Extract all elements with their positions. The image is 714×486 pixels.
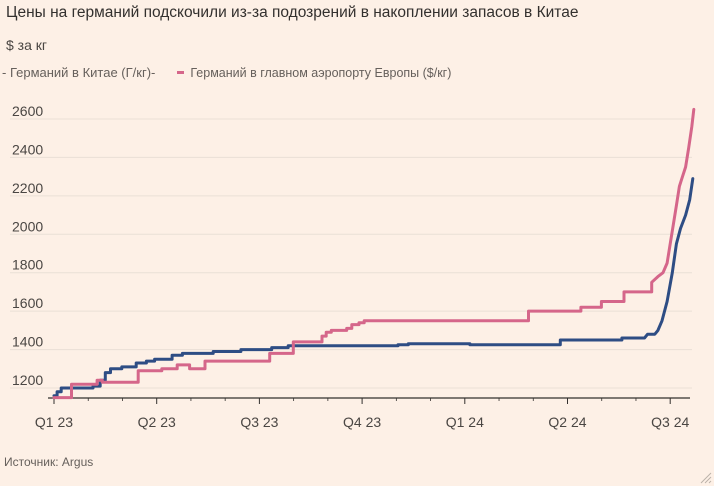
x-tick-label-3: Q4 23 [343,414,381,430]
x-tick-label-0: Q1 23 [35,414,73,430]
resize-handle-icon[interactable] [698,470,712,484]
y-tick-label-2000: 2000 [12,218,43,234]
series-line-europe [52,107,696,400]
legend-item-europe: Германий в главном аэропорту Европы ($/к… [177,66,451,80]
legend-swatch-europe [177,71,185,74]
y-tick-label-2400: 2400 [12,141,43,157]
y-tick-label-1600: 1600 [12,295,43,311]
y-tick-label-1400: 1400 [12,334,43,350]
legend-label-europe: Германий в главном аэропорту Европы ($/к… [190,65,452,80]
legend: - Германий в Китае (Г/кг)- Германий в гл… [2,65,451,80]
x-tick-label-5: Q2 24 [548,414,586,430]
x-tick-label-1: Q2 23 [138,414,176,430]
x-tick-label-4: Q1 24 [446,414,484,430]
y-axis-unit: $ за кг [6,37,48,53]
y-tick-label-2200: 2200 [12,180,43,196]
legend-label-china: - Германий в Китае (Г/кг)- [2,65,156,80]
x-tick-label-2: Q3 23 [240,414,278,430]
source-note: Источник: Argus [4,455,94,469]
series-line-china [52,177,695,398]
x-tick-label-6: Q3 24 [651,414,689,430]
y-tick-label-2600: 2600 [12,103,43,119]
y-tick-label-1200: 1200 [12,372,43,388]
legend-item-china: - Германий в Китае (Г/кг)- [2,65,155,80]
y-tick-label-1800: 1800 [12,257,43,273]
chart-title: Цены на германий подскочили из-за подозр… [6,4,579,21]
